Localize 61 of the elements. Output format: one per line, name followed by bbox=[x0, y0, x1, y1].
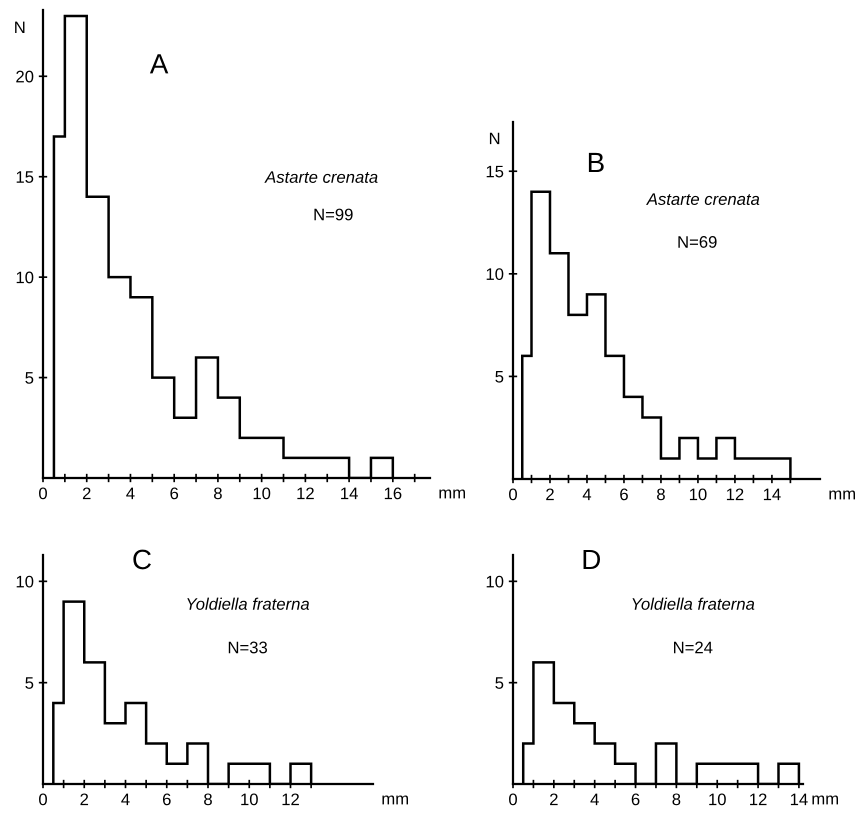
annotation: Astarte crenata bbox=[646, 193, 760, 206]
y-axis-title: N bbox=[15, 22, 24, 34]
x-tick-label: 12 bbox=[297, 487, 314, 500]
x-tick-label: 10 bbox=[709, 793, 726, 806]
y-tick-label: 20 bbox=[16, 70, 34, 82]
x-tick-label: 10 bbox=[254, 487, 270, 500]
y-tick-label: 5 bbox=[495, 370, 504, 383]
x-tick-label: 2 bbox=[82, 487, 91, 500]
x-axis-title: mm bbox=[382, 795, 408, 804]
x-tick-label: 8 bbox=[204, 793, 212, 806]
x-axis-title: mm bbox=[829, 490, 855, 500]
x-tick-label: 2 bbox=[80, 793, 88, 806]
y-tick-label: 10 bbox=[16, 272, 34, 284]
x-tick-label: 4 bbox=[590, 794, 599, 806]
y-tick-label: 10 bbox=[486, 576, 504, 588]
y-tick-label: 10 bbox=[16, 576, 34, 588]
x-tick-label: 4 bbox=[121, 794, 130, 806]
annotation: N=24 bbox=[674, 642, 712, 654]
annotation: N=69 bbox=[678, 236, 717, 248]
text: B bbox=[588, 152, 604, 172]
x-axis-title: mm bbox=[812, 795, 838, 804]
x-tick-label: 8 bbox=[672, 793, 680, 806]
y-tick-label: 5 bbox=[495, 677, 504, 689]
x-tick-label: 10 bbox=[690, 488, 707, 500]
x-tick-label: 12 bbox=[750, 793, 767, 806]
x-tick-label: 10 bbox=[241, 793, 258, 806]
y-tick-label: 5 bbox=[25, 677, 34, 689]
x-tick-label: 2 bbox=[550, 793, 558, 806]
x-tick-label: 16 bbox=[384, 487, 402, 500]
chart-title: D bbox=[584, 550, 600, 570]
x-tick-label: 6 bbox=[162, 793, 171, 806]
x-tick-label: 0 bbox=[39, 793, 47, 806]
annotation: N=33 bbox=[228, 642, 268, 654]
annotation: Yoldiella fraterna bbox=[632, 598, 754, 610]
x-tick-label: 6 bbox=[632, 793, 640, 806]
x-tick-label: 6 bbox=[170, 487, 178, 500]
y-tick-label: 15 bbox=[16, 171, 34, 183]
x-tick-label: 14 bbox=[764, 488, 781, 500]
y-tick-label: 10 bbox=[486, 268, 504, 280]
x-tick-label: 14 bbox=[790, 794, 808, 806]
x-tick-label: 2 bbox=[546, 488, 554, 500]
chart-title: C bbox=[133, 550, 151, 570]
x-tick-label: 12 bbox=[282, 793, 299, 806]
x-tick-label: 4 bbox=[126, 488, 135, 500]
annotation: N=99 bbox=[314, 208, 353, 220]
y-tick-label: 15 bbox=[486, 166, 504, 178]
x-tick-label: 0 bbox=[509, 793, 517, 806]
x-tick-label: 14 bbox=[341, 488, 358, 500]
annotation: Astarte crenata bbox=[264, 171, 378, 183]
y-tick-label: 5 bbox=[25, 372, 34, 384]
x-tick-label: 6 bbox=[620, 488, 628, 500]
x-tick-label: 8 bbox=[214, 487, 222, 500]
x-tick-label: 8 bbox=[657, 488, 665, 500]
x-tick-label: 0 bbox=[39, 487, 47, 500]
annotation: Yoldiella fraterna bbox=[187, 598, 310, 610]
x-tick-label: 4 bbox=[582, 488, 592, 500]
x-axis-title: mm bbox=[439, 489, 465, 498]
y-axis-title: N bbox=[490, 132, 500, 144]
x-tick-label: 0 bbox=[509, 488, 517, 500]
text: A bbox=[150, 54, 168, 74]
x-tick-label: 12 bbox=[726, 488, 744, 500]
